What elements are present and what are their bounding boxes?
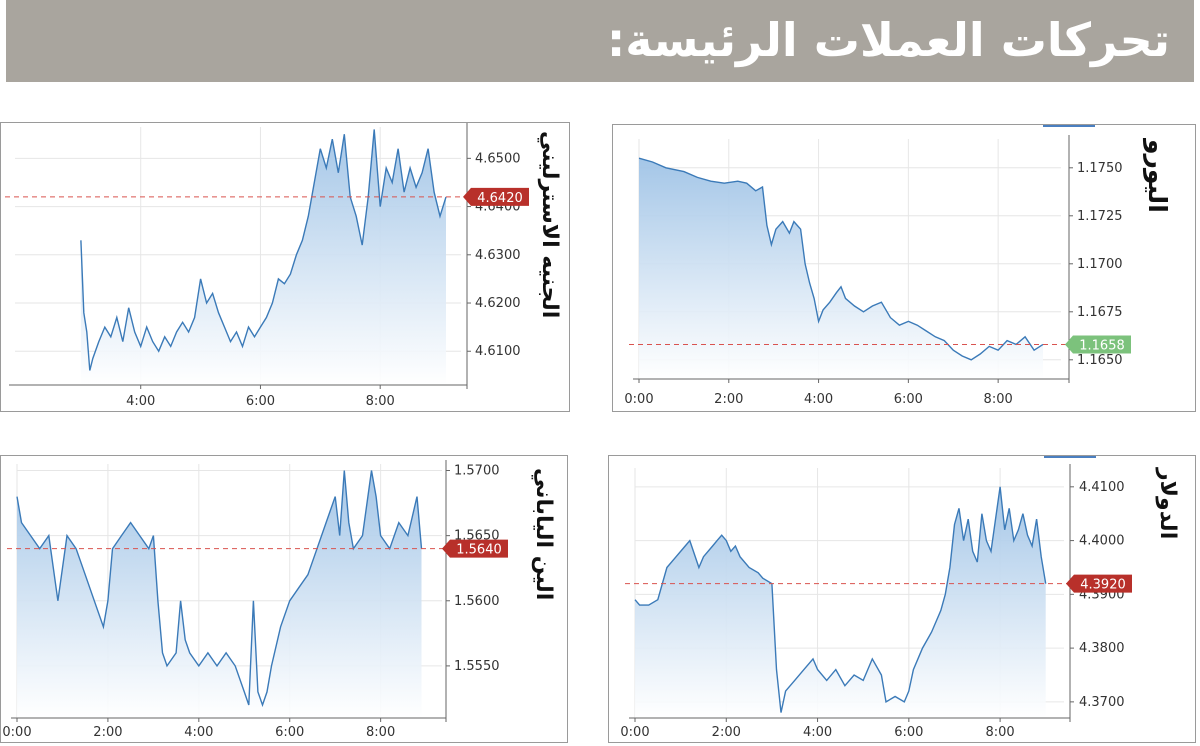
y-tick-label: 4.3700 [1079, 695, 1125, 710]
chart-panel-euro: 1.1650 1.1675 1.1700 1.1725 1.1750 0:00 2:00 4:… [612, 124, 1196, 412]
y-tick-label: 1.1675 [1077, 305, 1123, 320]
chart-euro: 1.1650 1.1675 1.1700 1.1725 1.1750 0:00 2:00 4:… [624, 125, 1131, 407]
x-tick-label: 2:00 [714, 392, 743, 407]
chart-label-euro: اليورو [1143, 139, 1172, 213]
chart-panel-usd: 4.3700 4.3800 4.3900 4.4000 4.4100 0:00 2:00 4:… [608, 455, 1196, 743]
x-tick-label: 4:00 [803, 725, 832, 740]
chart-label-gbp: الجنيه الاسترليني [537, 131, 562, 319]
y-tick-label: 1.1650 [1077, 353, 1123, 368]
y-tick-label: 4.6200 [475, 296, 521, 311]
y-tick-label: 1.5600 [454, 594, 500, 609]
series-area-jpy [17, 470, 422, 718]
chart-label-jpy: الين الياباني [531, 468, 556, 601]
page-title: تحركات العملات الرئيسة: [606, 13, 1170, 67]
y-tick-label: 1.1750 [1077, 161, 1123, 176]
series-line-usd [634, 486, 1047, 713]
current-value-label: 1.5640 [456, 543, 502, 558]
chart-panel-jpy: 1.5550 1.5600 1.5650 1.5700 0:00 2:00 4:00 6:00… [0, 455, 568, 743]
current-value-badge [1065, 335, 1131, 354]
x-tick-label: 4:00 [804, 392, 833, 407]
x-tick-label: 6:00 [275, 725, 304, 740]
chart-panel-gbp: 4.6100 4.6200 4.6300 4.6400 4.6500 4:00 6:00 8:… [0, 122, 570, 412]
navigator-handle [1044, 456, 1096, 458]
y-tick-label: 1.5700 [454, 464, 500, 479]
y-tick-label: 4.6300 [475, 248, 521, 263]
x-tick-label: 8:00 [986, 725, 1015, 740]
x-tick-label: 0:00 [620, 725, 649, 740]
y-tick-label: 4.3800 [1079, 641, 1125, 656]
y-tick-label: 1.5550 [454, 659, 500, 674]
current-value-badge [463, 187, 529, 206]
x-tick-label: 8:00 [984, 392, 1013, 407]
series-area-euro [639, 158, 1043, 379]
navigator-handle [1043, 125, 1095, 127]
x-tick-label: 6:00 [246, 394, 275, 409]
x-tick-label: 2:00 [93, 725, 122, 740]
x-tick-label: 0:00 [624, 392, 653, 407]
y-tick-label: 1.1700 [1077, 257, 1123, 272]
x-tick-label: 4:00 [184, 725, 213, 740]
y-tick-label: 4.6500 [475, 151, 521, 166]
current-value-label: 4.6420 [477, 191, 523, 206]
page-header: تحركات العملات الرئيسة: [6, 0, 1194, 82]
current-value-badge [1066, 574, 1132, 593]
series-area-gbp [80, 129, 447, 385]
x-tick-label: 4:00 [126, 394, 155, 409]
y-tick-label: 4.4000 [1079, 534, 1125, 549]
series-line-gbp [80, 129, 447, 371]
x-tick-label: 0:00 [2, 725, 31, 740]
x-tick-label: 8:00 [366, 725, 395, 740]
x-tick-label: 6:00 [894, 725, 923, 740]
y-tick-label: 4.6100 [475, 344, 521, 359]
x-tick-label: 8:00 [366, 394, 395, 409]
y-tick-label: 4.4100 [1079, 480, 1125, 495]
series-line-jpy [16, 470, 423, 708]
series-line-euro [638, 157, 1044, 361]
chart-label-usd: الدولار [1155, 468, 1180, 540]
y-tick-label: 1.1725 [1077, 209, 1123, 224]
x-tick-label: 2:00 [712, 725, 741, 740]
current-value-badge [442, 539, 508, 558]
x-tick-label: 6:00 [894, 392, 923, 407]
current-value-label: 4.3920 [1080, 578, 1126, 593]
current-value-label: 1.1658 [1079, 338, 1125, 353]
series-area-usd [635, 486, 1046, 718]
